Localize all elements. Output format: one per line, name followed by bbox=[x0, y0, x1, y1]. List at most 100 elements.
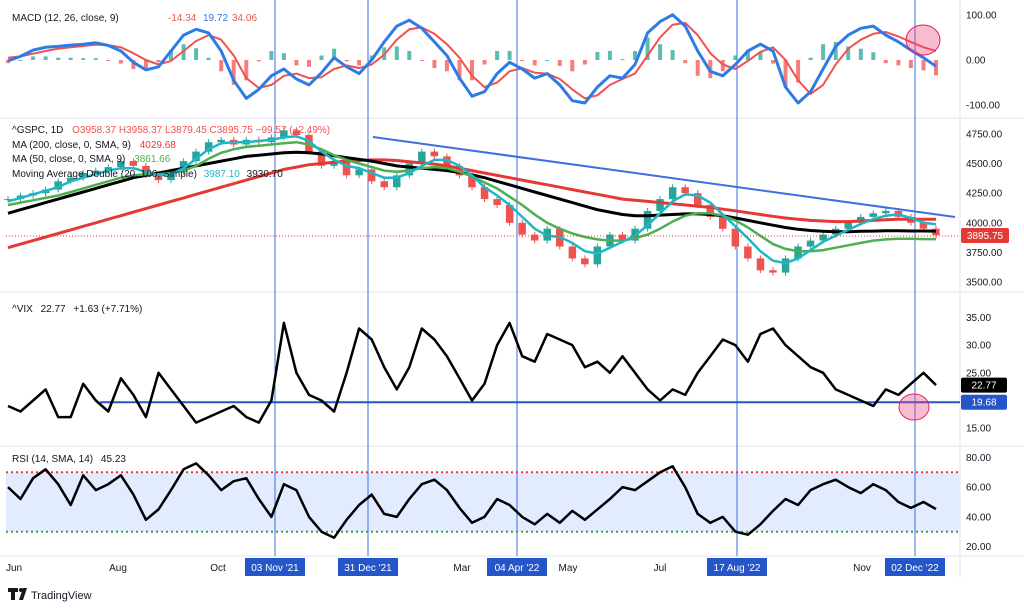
macd-histogram-bar bbox=[394, 46, 399, 60]
candle-body bbox=[317, 151, 326, 166]
macd-legend-value-1: -14.34 bbox=[168, 13, 197, 24]
candle-body bbox=[719, 216, 727, 229]
macd-histogram-bar bbox=[720, 60, 725, 72]
x-tick-label: May bbox=[559, 563, 578, 574]
x-axis: Jun Aug Oct Mar May Jul Nov bbox=[6, 563, 871, 574]
macd-histogram-bar bbox=[670, 50, 675, 60]
macd-histogram-bar bbox=[419, 60, 424, 61]
macd-histogram-bar bbox=[745, 50, 750, 60]
date-badge-label: 31 Dec '21 bbox=[344, 563, 392, 574]
price-ohlc: O3958.37 H3958.37 L3879.45 C3895.75 −99.… bbox=[72, 125, 330, 136]
candle-body bbox=[167, 171, 175, 181]
candle-body bbox=[706, 205, 714, 217]
candle-body bbox=[694, 193, 702, 205]
candle-body bbox=[117, 161, 125, 167]
price-last-value: 3895.75 bbox=[967, 231, 1004, 242]
ma200-legend-value: 4029.68 bbox=[140, 140, 177, 151]
macd-histogram-bar bbox=[131, 60, 136, 69]
vix-highlight-circle bbox=[898, 393, 930, 421]
date-badge-label: 17 Aug '22 bbox=[714, 563, 761, 574]
ma200-line bbox=[7, 158, 936, 250]
candle-body bbox=[919, 222, 928, 229]
candle-body bbox=[643, 210, 652, 229]
x-tick-label: Oct bbox=[210, 563, 226, 574]
macd-histogram-bar bbox=[507, 51, 512, 60]
rsi-y-axis: 80.00 60.00 40.00 20.00 bbox=[966, 453, 991, 553]
vix-legend-change: +1.63 (+7.71%) bbox=[73, 304, 142, 315]
macd-histogram-bar bbox=[93, 58, 98, 60]
candle-body bbox=[618, 234, 627, 241]
macd-histogram-bar bbox=[68, 57, 73, 60]
y-tick-label: 4000.00 bbox=[966, 218, 1003, 229]
y-tick-label: -100.00 bbox=[966, 101, 1000, 112]
vix-legend-title: ^VIX bbox=[12, 304, 33, 315]
macd-histogram-bar bbox=[457, 60, 462, 81]
date-badge-bg bbox=[885, 558, 945, 576]
candle-body bbox=[154, 175, 163, 181]
candle-body bbox=[493, 199, 501, 205]
macd-histogram-bar bbox=[470, 60, 474, 81]
price-symbol: ^GSPC, 1D bbox=[12, 125, 63, 136]
candle-body bbox=[882, 210, 890, 214]
macd-histogram-bar bbox=[532, 60, 537, 66]
candle-body bbox=[744, 246, 752, 259]
candle-body bbox=[568, 246, 577, 259]
date-badges: 03 Nov '21 31 Dec '21 04 Apr '22 17 Aug '22… bbox=[245, 558, 945, 576]
macd-histogram-bar bbox=[31, 56, 36, 60]
candle-body bbox=[756, 258, 765, 271]
date-badge-bg bbox=[338, 558, 398, 576]
ma50-legend-value: 3861.66 bbox=[134, 154, 171, 165]
ma50-legend-label: MA (50, close, 0, SMA, 9) bbox=[12, 154, 125, 165]
macd-line bbox=[7, 13, 937, 105]
macd-histogram-bar bbox=[658, 44, 663, 60]
macd-legend: MACD (12, 26, close, 9) -14.34 19.72 34.… bbox=[12, 13, 257, 24]
candle-body bbox=[355, 169, 363, 176]
candle-body bbox=[54, 181, 62, 190]
macd-histogram-bar bbox=[582, 60, 587, 65]
candle-body bbox=[468, 175, 476, 188]
mad-legend-label: Moving Average Double (20, 100, Simple) bbox=[12, 169, 197, 180]
candle-body bbox=[819, 234, 827, 241]
macd-histogram-bar bbox=[169, 50, 173, 60]
macd-histogram-bar bbox=[695, 60, 700, 76]
rsi-line bbox=[7, 462, 937, 539]
macd-histogram-bar bbox=[194, 48, 199, 60]
x-tick-label: Jun bbox=[6, 563, 22, 574]
macd-histogram-bar bbox=[444, 60, 449, 72]
candle-body bbox=[280, 130, 288, 138]
macd-histogram-bar bbox=[934, 60, 938, 76]
candle-body bbox=[505, 205, 514, 223]
macd-histogram-bar bbox=[219, 60, 224, 72]
date-badge-label: 04 Apr '22 bbox=[495, 563, 540, 574]
macd-histogram-bar bbox=[871, 52, 876, 60]
macd-histogram-bar bbox=[495, 51, 500, 60]
rsi-legend: RSI (14, SMA, 14) 45.23 bbox=[12, 454, 126, 465]
ma200-legend-label: MA (200, close, 0, SMA, 9) bbox=[12, 140, 131, 151]
macd-histogram-bar bbox=[319, 55, 324, 60]
candle-body bbox=[292, 130, 301, 135]
x-tick-label: Jul bbox=[654, 563, 667, 574]
y-tick-label: 3750.00 bbox=[966, 248, 1003, 259]
macd-histogram-bar bbox=[118, 60, 123, 64]
mad-legend-value-1: 3987.10 bbox=[204, 169, 241, 180]
macd-histogram-bar bbox=[758, 52, 763, 60]
macd-histogram-bar bbox=[545, 60, 550, 61]
candle-body bbox=[769, 270, 777, 273]
y-tick-label: 80.00 bbox=[966, 453, 991, 464]
macd-histogram-bar bbox=[808, 57, 813, 60]
macd-histogram-bar bbox=[81, 58, 86, 60]
candle-body bbox=[380, 181, 388, 188]
rsi-line-path bbox=[7, 462, 937, 539]
macd-highlight-circle bbox=[905, 24, 941, 56]
macd-y-axis: 100.00 0.00 -100.00 bbox=[966, 10, 1000, 111]
svg-text:Moving Average Double (20, 100: Moving Average Double (20, 100, Simple) … bbox=[12, 169, 283, 180]
date-badge-label: 03 Nov '21 bbox=[251, 563, 299, 574]
macd-histogram-bar bbox=[858, 48, 863, 60]
macd-histogram-bar bbox=[557, 60, 562, 66]
macd-histogram-bar bbox=[269, 51, 274, 60]
candle-body bbox=[418, 151, 426, 164]
macd-histogram-bar bbox=[796, 60, 801, 83]
candle-body bbox=[192, 151, 200, 162]
